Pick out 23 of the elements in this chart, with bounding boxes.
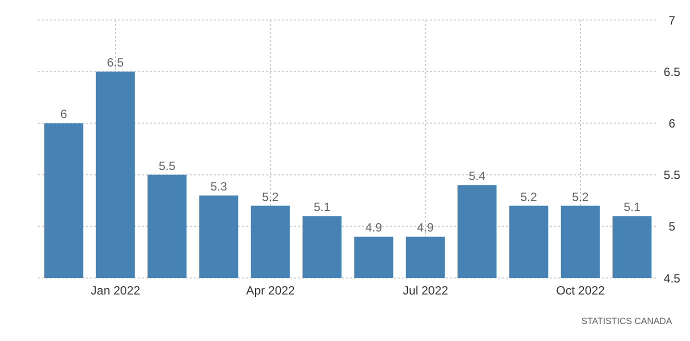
data-label: 5.5 (158, 158, 176, 173)
data-label: 5.3 (210, 179, 228, 194)
data-label: 5.1 (314, 200, 331, 214)
data-label: 5.2 (520, 190, 538, 204)
y-tick-label: 6.5 (664, 64, 681, 79)
x-tick-label: Oct 2022 (556, 284, 606, 298)
data-label: 5.2 (262, 190, 280, 204)
y-tick-label: 6 (668, 116, 676, 130)
x-tick-label: Jan 2022 (90, 284, 141, 298)
data-label: 5.1 (624, 200, 641, 214)
x-tick-label: Jul 2022 (402, 284, 449, 298)
x-tick-label: Apr 2022 (246, 284, 296, 298)
data-label: 6 (60, 107, 68, 122)
data-label: 4.9 (417, 220, 434, 235)
y-tick-label: 7 (668, 13, 676, 28)
data-label: 4.9 (365, 220, 382, 235)
y-tick-label: 5 (668, 220, 676, 234)
y-tick-label: 5.5 (664, 168, 681, 182)
text: STATISTICS CANADA (580, 316, 673, 326)
data-label: 5.4 (468, 169, 486, 184)
data-label: 5.2 (572, 190, 590, 204)
y-tick-label: 4.5 (664, 271, 681, 286)
data-label: 6.5 (107, 56, 124, 70)
